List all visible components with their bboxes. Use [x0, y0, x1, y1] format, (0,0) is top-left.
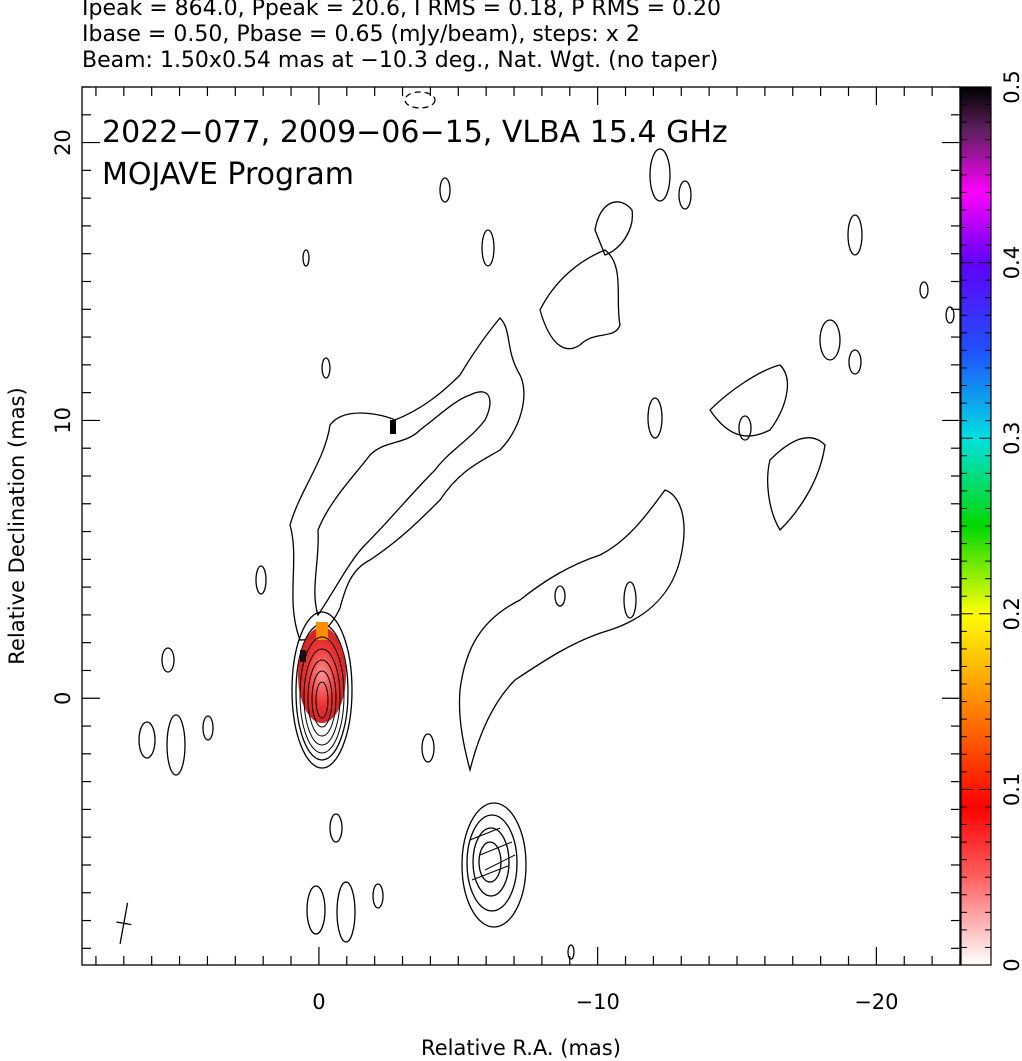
contour-blob-16 [255, 565, 267, 595]
y-axis: 0 10 20 [51, 86, 960, 949]
contour-south-comp-2 [466, 814, 518, 912]
contour-blob-8 [647, 397, 663, 439]
core-pol-patch [316, 622, 328, 640]
x-axis-label: Relative R.A. (mas) [421, 1036, 621, 1060]
contour-blob-12 [138, 721, 156, 759]
colorbar-tick-label: 0.3 [1000, 421, 1022, 454]
x-tick-label: −10 [575, 990, 619, 1014]
contour-layer [138, 91, 955, 960]
contour-blob-18 [329, 813, 343, 843]
contour-blob-6 [819, 319, 841, 361]
contour-blob-26 [321, 357, 331, 379]
y-tick-label: 0 [51, 692, 75, 705]
contour-blob-3 [649, 148, 671, 202]
contour-inner-north-jet [314, 391, 491, 617]
contour-blob-9 [738, 415, 752, 441]
colorbar-axis: 0 0.1 0.2 0.3 0.4 0.5 [961, 70, 1022, 972]
contour-blob-13 [166, 714, 186, 776]
colorbar-tick-label: 0.1 [1000, 773, 1022, 806]
core-inner-contours [299, 636, 345, 754]
contour-blob-17 [421, 733, 435, 763]
contour-south-comp-1 [461, 802, 527, 928]
contour-blob-7 [848, 349, 862, 375]
contour-blob-4 [678, 180, 692, 210]
polarization-color-layer [298, 420, 396, 723]
plot-frame [81, 86, 961, 966]
colorbar-tick-label: 0.5 [1000, 70, 1022, 103]
contour-blob-19 [306, 885, 326, 935]
contour-ne-blob-1 [539, 249, 621, 350]
contour-blob-23 [623, 581, 637, 619]
contour-core-1 [291, 611, 353, 769]
contour-blob-15 [202, 715, 214, 741]
contour-e-blob-1 [709, 364, 789, 437]
beam-minor-axis [116, 921, 132, 926]
map-annotation-source: 2022−077, 2009−06−15, VLBA 15.4 GHz [102, 115, 728, 150]
contour-outer-north-jet [289, 317, 525, 641]
contour-core-6 [311, 670, 333, 728]
contour-blob-11 [439, 177, 451, 203]
contour-core-7 [315, 681, 329, 719]
beam-marker [116, 902, 132, 944]
contour-blob-21 [372, 883, 384, 909]
colorbar-tick-label: 0 [1000, 958, 1022, 971]
contour-ne-blob-2 [594, 201, 633, 256]
contour-blob-27 [945, 306, 955, 324]
contour-blob-24 [567, 944, 575, 960]
colorbar-tick-label: 0.4 [1000, 246, 1022, 279]
core-polarized-emission [298, 627, 346, 723]
contour-blob-22 [554, 585, 566, 607]
y-tick-label: 10 [51, 407, 75, 434]
x-tick-label: −20 [854, 990, 898, 1014]
contour-blob-28 [919, 281, 929, 299]
colorbar-tick-label: 0.2 [1000, 597, 1022, 630]
contour-e-blob-2 [767, 437, 826, 532]
x-tick-label: 0 [312, 990, 325, 1014]
contour-blob-14 [161, 647, 175, 673]
x-axis: 0 −10 −20 [95, 87, 961, 1014]
header-beam-line: Beam: 1.50x0.54 mas at −10.3 deg., Nat. … [82, 48, 719, 73]
contour-core-5 [307, 659, 337, 737]
contour-blob-25 [302, 249, 310, 267]
y-axis-label: Relative Declination (mas) [5, 387, 29, 664]
contour-negative-1 [404, 91, 436, 109]
header-contour-line: Ibase = 0.50, Pbase = 0.65 (mJy/beam), s… [82, 22, 640, 47]
contour-blob-20 [336, 881, 356, 943]
map-annotation-program: MOJAVE Program [102, 157, 354, 192]
y-tick-label: 20 [51, 129, 75, 156]
polarization-vectors [469, 827, 516, 881]
contour-south-jet [458, 489, 685, 773]
jet-pol-patch [390, 420, 396, 434]
core-pol-patch-dark [300, 650, 306, 662]
contour-blob-10 [481, 229, 495, 267]
contour-core-3 [299, 636, 345, 754]
contour-core-4 [303, 648, 341, 746]
header-stats-line: Ipeak = 864.0, Ppeak = 20.6, I RMS = 0.1… [82, 0, 721, 21]
contour-south-comp-3 [472, 827, 510, 897]
contour-blob-5 [847, 214, 863, 256]
